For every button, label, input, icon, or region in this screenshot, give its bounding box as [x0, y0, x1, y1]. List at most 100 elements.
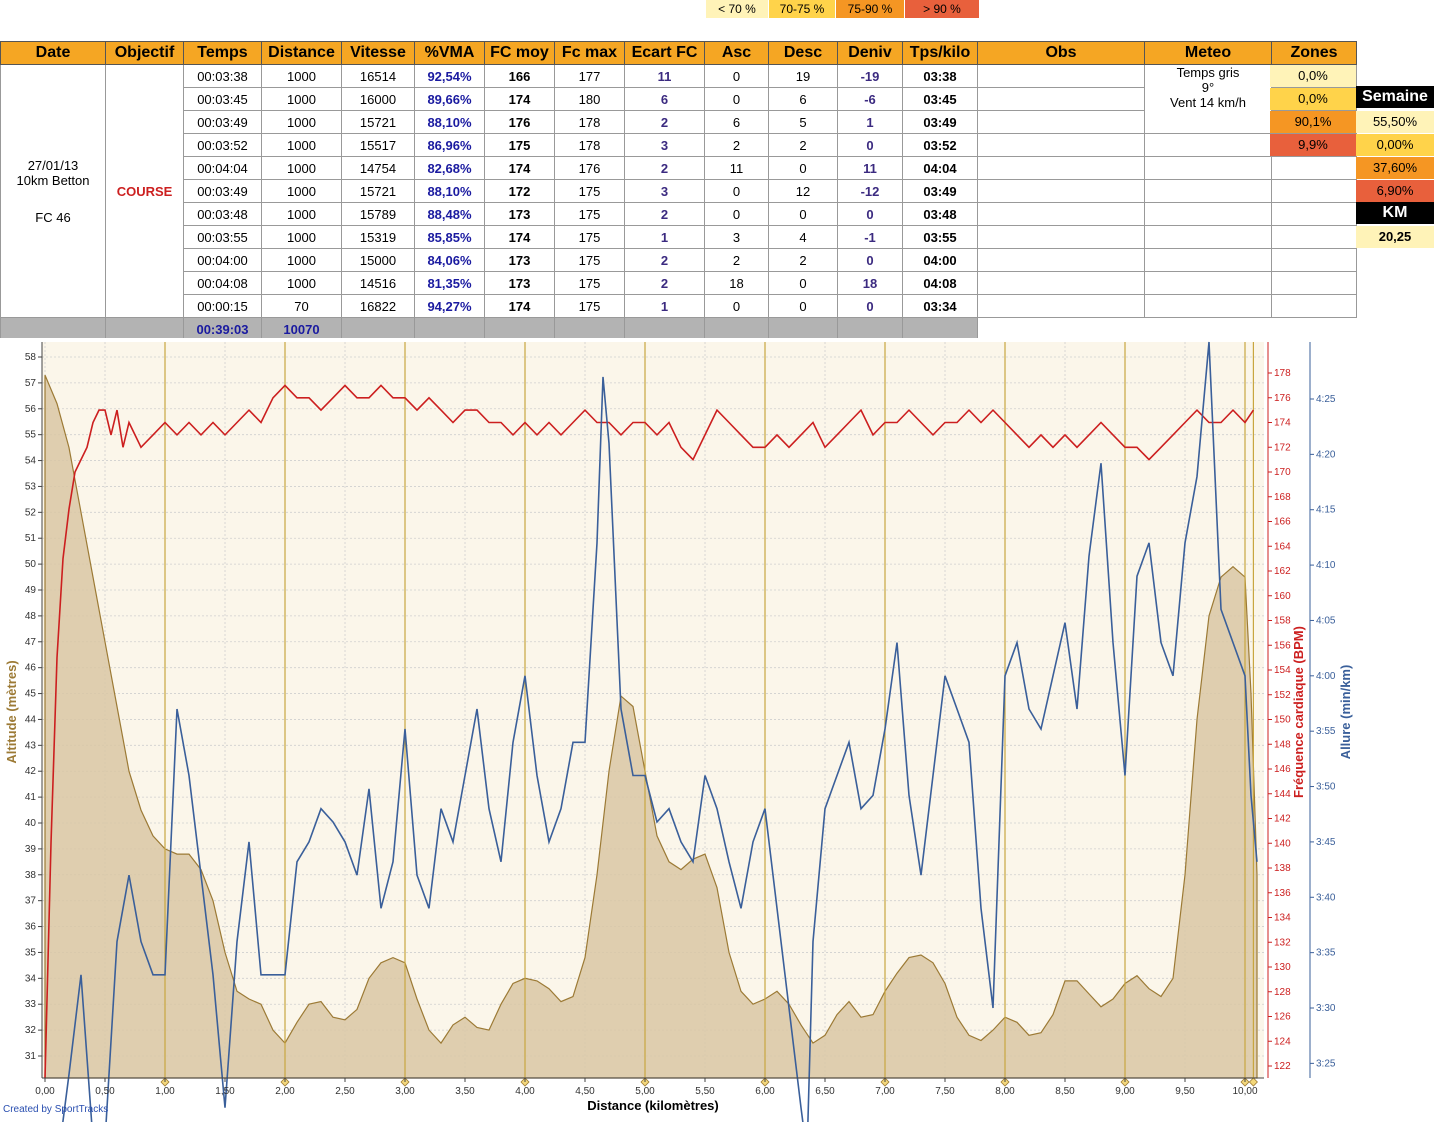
table-cell: 70: [261, 294, 342, 318]
semaine-cell: 0,00%: [1356, 134, 1434, 156]
table-cell: 00:00:15: [183, 294, 262, 318]
table-cell: 1000: [261, 202, 342, 226]
obs-cell: [977, 271, 1145, 295]
pace-axis-label: Allure (min/km): [1338, 665, 1353, 760]
meteo-cell: [1144, 156, 1272, 180]
table-cell: 180: [554, 87, 625, 111]
x-tick-label: 5,00: [635, 1086, 655, 1097]
hr-tick-label: 136: [1274, 888, 1291, 899]
x-tick-label: 10,00: [1232, 1086, 1257, 1097]
table-cell: 0: [768, 202, 838, 226]
total-cell: [414, 317, 485, 341]
table-cell: 03:48: [902, 202, 978, 226]
hr-tick-label: 170: [1274, 467, 1291, 478]
table-cell: 0: [704, 179, 769, 203]
table-cell: 1000: [261, 87, 342, 111]
table-cell: 174: [484, 225, 555, 249]
altitude-tick-label: 46: [25, 663, 37, 674]
column-header: Meteo: [1144, 41, 1272, 65]
total-cell: [977, 317, 1145, 341]
table-cell: 03:49: [902, 179, 978, 203]
meteo-cell: [1144, 248, 1272, 272]
hr-tick-label: 126: [1274, 1012, 1291, 1023]
total-cell: [704, 317, 769, 341]
altitude-tick-label: 49: [25, 585, 37, 596]
altitude-tick-label: 41: [25, 792, 37, 803]
table-cell: 2: [624, 156, 705, 180]
pace-tick-label: 3:55: [1316, 726, 1336, 737]
legend-item: 70-75 %: [769, 0, 836, 18]
hr-tick-label: 172: [1274, 442, 1291, 453]
table-cell: 0: [704, 294, 769, 318]
legend-item: > 90 %: [905, 0, 980, 18]
hr-tick-label: 158: [1274, 616, 1291, 627]
table-cell: 177: [554, 64, 625, 88]
training-table: Date Objectif Temps Distance Vitesse %VMA FC m…: [0, 41, 1357, 341]
table-row: 00:04:04 1000 14754 82,68% 174 176 2 11 0 11 04:04: [1, 156, 1357, 180]
zone-cell: [1271, 271, 1357, 295]
zone-cell: 0,0%: [1270, 88, 1356, 110]
x-tick-label: 9,50: [1175, 1086, 1195, 1097]
table-cell: -1: [837, 225, 903, 249]
table-cell: 85,85%: [414, 225, 485, 249]
date-cell: 27/01/13 10km Betton FC 46: [0, 64, 106, 318]
altitude-tick-label: 51: [25, 533, 37, 544]
zone-legend: < 70 % 70-75 % 75-90 % > 90 %: [706, 0, 980, 18]
altitude-tick-label: 43: [25, 740, 37, 751]
pace-tick-label: 4:10: [1316, 560, 1336, 571]
table-cell: 15789: [341, 202, 415, 226]
pace-tick-label: 4:25: [1316, 394, 1336, 405]
table-cell: 176: [554, 156, 625, 180]
table-cell: 14516: [341, 271, 415, 295]
altitude-area: [44, 374, 1258, 1079]
km-value: 20,25: [1356, 226, 1434, 248]
km-header: KM: [1356, 202, 1434, 224]
hr-tick-label: 160: [1274, 591, 1291, 602]
x-tick-label: 6,50: [815, 1086, 835, 1097]
zone-cell: [1271, 179, 1357, 203]
x-tick-label: 3,50: [455, 1086, 475, 1097]
table-cell: 84,06%: [414, 248, 485, 272]
table-cell: 2: [704, 133, 769, 157]
altitude-tick-label: 37: [25, 896, 37, 907]
table-cell: 166: [484, 64, 555, 88]
pace-tick-label: 3:40: [1316, 892, 1336, 903]
total-cell: [902, 317, 978, 341]
obs-cell: [977, 248, 1145, 272]
column-header: Asc: [704, 41, 769, 65]
hr-tick-label: 146: [1274, 764, 1291, 775]
table-cell: 4: [768, 225, 838, 249]
table-cell: 0: [768, 156, 838, 180]
altitude-tick-label: 40: [25, 818, 37, 829]
table-cell: 1000: [261, 64, 342, 88]
semaine-cell: 6,90%: [1356, 180, 1434, 202]
obs-cell: [977, 156, 1145, 180]
column-header: Vitesse: [341, 41, 415, 65]
table-cell: 172: [484, 179, 555, 203]
hr-tick-label: 154: [1274, 665, 1291, 676]
total-cell: [484, 317, 555, 341]
obs-cell: [977, 179, 1145, 203]
table-row: 00:03:48 1000 15789 88,48% 173 175 2 0 0 0 03:48: [1, 202, 1357, 226]
table-cell: 3: [624, 133, 705, 157]
column-header: %VMA: [414, 41, 485, 65]
table-cell: 2: [624, 271, 705, 295]
table-cell: -6: [837, 87, 903, 111]
meteo-cell: [1144, 271, 1272, 295]
pace-tick-label: 4:05: [1316, 615, 1336, 626]
table-cell: 2: [624, 248, 705, 272]
table-cell: 00:04:00: [183, 248, 262, 272]
table-cell: 00:03:52: [183, 133, 262, 157]
table-cell: 174: [484, 156, 555, 180]
table-cell: 94,27%: [414, 294, 485, 318]
x-tick-label: 1,50: [215, 1086, 235, 1097]
x-tick-label: 6,00: [755, 1086, 775, 1097]
x-tick-label: 4,50: [575, 1086, 595, 1097]
table-cell: 178: [554, 133, 625, 157]
altitude-tick-label: 53: [25, 481, 37, 492]
altitude-tick-label: 50: [25, 559, 37, 570]
total-cell: [624, 317, 705, 341]
credit-text: Created by SportTracks: [3, 1104, 109, 1115]
altitude-tick-label: 34: [25, 973, 37, 984]
table-cell: 88,48%: [414, 202, 485, 226]
